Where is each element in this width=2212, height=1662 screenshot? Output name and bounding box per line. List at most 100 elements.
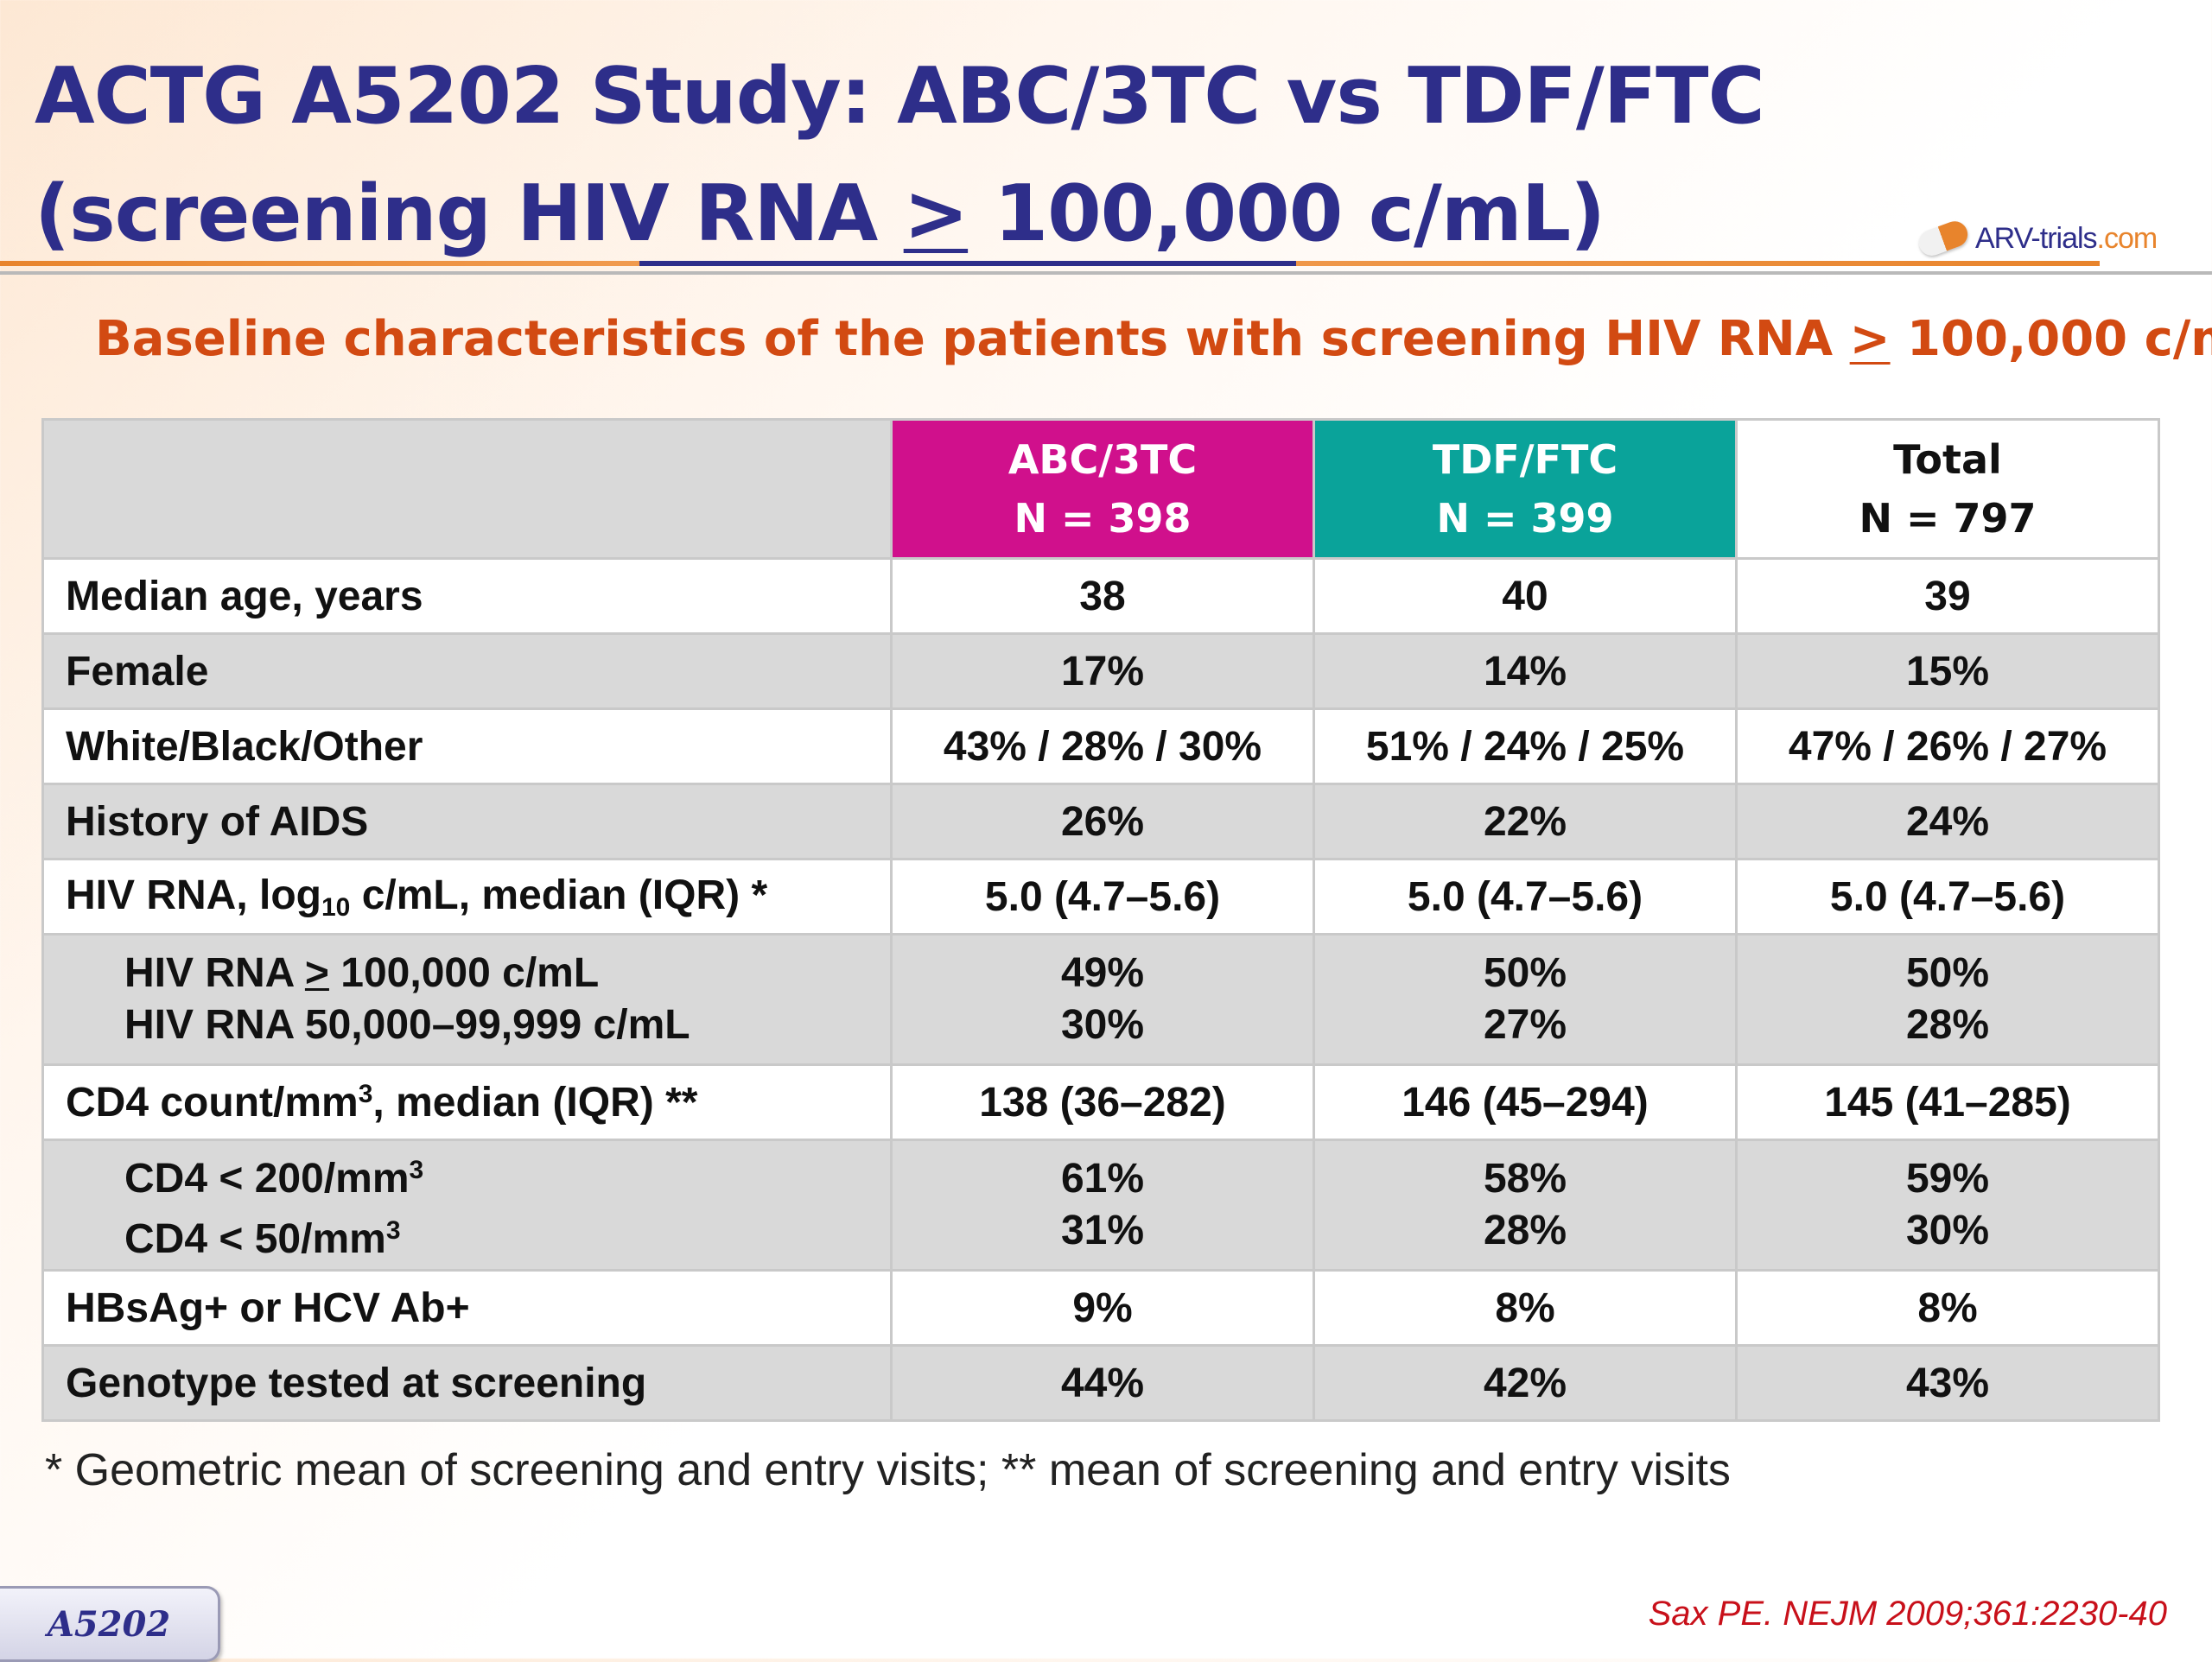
cell-tdf: 146 (45–294) <box>1313 1063 1738 1141</box>
table-row-genotype: Genotype tested at screening 44% 42% 43% <box>41 1344 2160 1422</box>
cell-total: 145 (41–285) <box>1735 1063 2160 1141</box>
row-label-line-2: HIV RNA 50,000–99,999 c/mL <box>124 1002 690 1048</box>
logo-text-main: ARV-trials <box>1975 221 2098 255</box>
subtitle-post: 100,000 c/mL <box>1907 311 2212 367</box>
cell-value-1: 61% <box>1060 1156 1145 1202</box>
logo-text: ARV-trials.com <box>1975 221 2158 256</box>
row-label: CD4 < 200/mm3 CD4 < 50/mm3 <box>41 1139 893 1272</box>
header-total: Total N = 797 <box>1735 418 2160 560</box>
cell-tdf: 14% <box>1313 632 1738 710</box>
cell-total: 39 <box>1735 557 2160 635</box>
cell-value-2: 30% <box>1060 1002 1145 1048</box>
row-label-line-1-post: 100,000 c/mL <box>328 950 600 996</box>
cell-value-1: 58% <box>1483 1156 1567 1202</box>
arv-trials-logo: ARV-trials.com <box>1915 214 2158 263</box>
title-line-2: (screening HIV RNA > 100,000 c/mL) <box>35 155 1849 273</box>
row-label-pre: CD4 count/mm <box>66 1079 359 1126</box>
cell-tdf: 22% <box>1313 783 1738 860</box>
cell-total: 8% <box>1735 1269 2160 1347</box>
header-abc-3tc: ABC/3TC N = 398 <box>890 418 1315 560</box>
row-label-subscript: 10 <box>321 892 351 922</box>
greater-equal-symbol: > <box>304 950 329 996</box>
cell-total: 43% <box>1735 1344 2160 1422</box>
cell-abc: 61% 31% <box>890 1139 1315 1272</box>
cell-total: 47% / 26% / 27% <box>1735 707 2160 785</box>
table-row-median-age: Median age, years 38 40 39 <box>41 557 2160 635</box>
row-label-line-2: CD4 < 50/mm3 <box>124 1205 890 1266</box>
cell-total: 24% <box>1735 783 2160 860</box>
row-label-pre: HIV RNA, log <box>66 872 321 918</box>
header-abc-name: ABC/3TC <box>1007 436 1198 483</box>
table-row-hiv-rna: HIV RNA, log10 c/mL, median (IQR) * 5.0 … <box>41 858 2160 936</box>
study-badge: A5202 <box>0 1586 220 1662</box>
table-row-hbsag-hcv: HBsAg+ or HCV Ab+ 9% 8% 8% <box>41 1269 2160 1347</box>
citation: Sax PE. NEJM 2009;361:2230-40 <box>1648 1595 2167 1633</box>
header-blank-cell <box>41 418 893 560</box>
cell-abc: 44% <box>890 1344 1315 1422</box>
cell-tdf: 42% <box>1313 1344 1738 1422</box>
cell-value-2: 31% <box>1060 1208 1145 1253</box>
cell-value-1: 50% <box>1905 950 1990 996</box>
cell-tdf: 58% 28% <box>1313 1139 1738 1272</box>
cell-total: 59% 30% <box>1735 1139 2160 1272</box>
row-label-line-1: HIV RNA > 100,000 c/mL <box>124 948 890 999</box>
row-label: HBsAg+ or HCV Ab+ <box>41 1269 893 1347</box>
cell-abc: 9% <box>890 1269 1315 1347</box>
table-footnote: * Geometric mean of screening and entry … <box>45 1445 1731 1495</box>
cell-value-2: 30% <box>1905 1208 1990 1253</box>
row-label: CD4 count/mm3, median (IQR) ** <box>41 1063 893 1141</box>
row-label: HIV RNA, log10 c/mL, median (IQR) * <box>41 858 893 936</box>
header-tdf-ftc: TDF/FTC N = 399 <box>1313 418 1738 560</box>
row-label-line-2-sup: 3 <box>385 1216 401 1245</box>
cell-value-1: 49% <box>1060 950 1145 996</box>
cell-abc: 38 <box>890 557 1315 635</box>
header-abc-n: N = 398 <box>1014 495 1192 542</box>
logo-text-dot: .com <box>2096 221 2158 255</box>
cell-tdf: 8% <box>1313 1269 1738 1347</box>
row-label-superscript: 3 <box>358 1079 373 1108</box>
row-label: Median age, years <box>41 557 893 635</box>
row-label-line-1: CD4 < 200/mm3 <box>124 1145 890 1205</box>
cell-tdf: 5.0 (4.7–5.6) <box>1313 858 1738 936</box>
table-row-cd4-strata: CD4 < 200/mm3 CD4 < 50/mm3 61% 31% 58% 28%… <box>41 1139 2160 1272</box>
cell-value-1: 59% <box>1905 1156 1990 1202</box>
cell-tdf: 50% 27% <box>1313 933 1738 1066</box>
cell-abc: 17% <box>890 632 1315 710</box>
row-label-post: , median (IQR) ** <box>372 1079 698 1126</box>
title-line-1: ACTG A5202 Study: ABC/3TC vs TDF/FTC <box>35 51 1765 142</box>
header-total-n: N = 797 <box>1859 495 2037 542</box>
cell-value-2: 28% <box>1483 1208 1567 1253</box>
cell-value-2: 28% <box>1905 1002 1990 1048</box>
row-label: HIV RNA > 100,000 c/mL HIV RNA 50,000–99… <box>41 933 893 1066</box>
header-tdf-name: TDF/FTC <box>1432 436 1618 483</box>
table-row-female: Female 17% 14% 15% <box>41 632 2160 710</box>
title-line-2-post: 100,000 c/mL) <box>968 168 1605 259</box>
row-label: History of AIDS <box>41 783 893 860</box>
row-label-line-2-pre: CD4 < 50/mm <box>124 1216 386 1262</box>
title-greater-equal-symbol: > <box>903 168 969 259</box>
row-label-line-1-sup: 3 <box>409 1156 424 1184</box>
row-label-line-1-pre: HIV RNA <box>124 950 305 996</box>
subtitle-pre: Baseline characteristics of the patients… <box>95 311 1850 367</box>
cell-abc: 49% 30% <box>890 933 1315 1066</box>
slide-title: ACTG A5202 Study: ABC/3TC vs TDF/FTC (sc… <box>35 38 1849 273</box>
table-header-row: ABC/3TC N = 398 TDF/FTC N = 399 Total N = 7… <box>41 418 2160 560</box>
table-row-hiv-rna-strata: HIV RNA > 100,000 c/mL HIV RNA 50,000–99… <box>41 933 2160 1066</box>
cell-tdf: 51% / 24% / 25% <box>1313 707 1738 785</box>
cell-value-2: 27% <box>1483 1002 1567 1048</box>
cell-abc: 26% <box>890 783 1315 860</box>
header-tdf-n: N = 399 <box>1436 495 1614 542</box>
table-row-cd4-count: CD4 count/mm3, median (IQR) ** 138 (36–2… <box>41 1063 2160 1141</box>
cell-abc: 138 (36–282) <box>890 1063 1315 1141</box>
header-total-name: Total <box>1893 436 2002 483</box>
baseline-table: ABC/3TC N = 398 TDF/FTC N = 399 Total N = 7… <box>41 418 2160 1422</box>
cell-total: 50% 28% <box>1735 933 2160 1066</box>
title-line-2-pre: (screening HIV RNA <box>35 168 904 259</box>
table-row-race: White/Black/Other 43% / 28% / 30% 51% / … <box>41 707 2160 785</box>
table-row-history-aids: History of AIDS 26% 22% 24% <box>41 783 2160 860</box>
row-label: White/Black/Other <box>41 707 893 785</box>
cell-tdf: 40 <box>1313 557 1738 635</box>
row-label: Genotype tested at screening <box>41 1344 893 1422</box>
row-label: Female <box>41 632 893 710</box>
title-underline-blue <box>639 261 1296 266</box>
